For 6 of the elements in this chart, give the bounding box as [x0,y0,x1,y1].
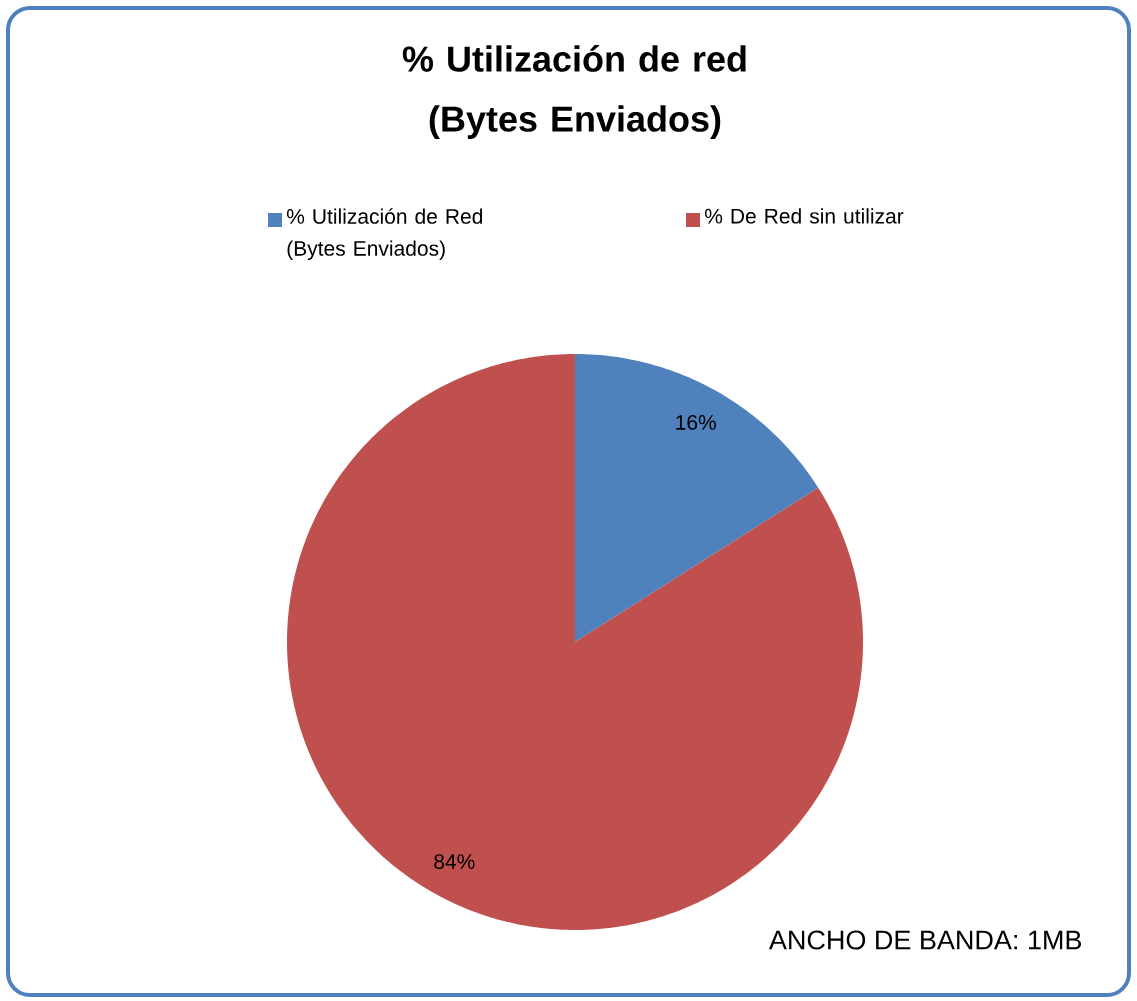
legend-label: % Utilización de Red (Bytes Enviados) [286,208,483,261]
chart-title: % Utilización de red (Bytes Enviados) [402,45,746,139]
text: ANCHO DE BANDA: 1MB [768,930,1082,950]
data-label: 84% [434,854,475,869]
data-label: 16% [676,414,716,430]
legend-label: % De Red sin utilizar [704,208,904,224]
